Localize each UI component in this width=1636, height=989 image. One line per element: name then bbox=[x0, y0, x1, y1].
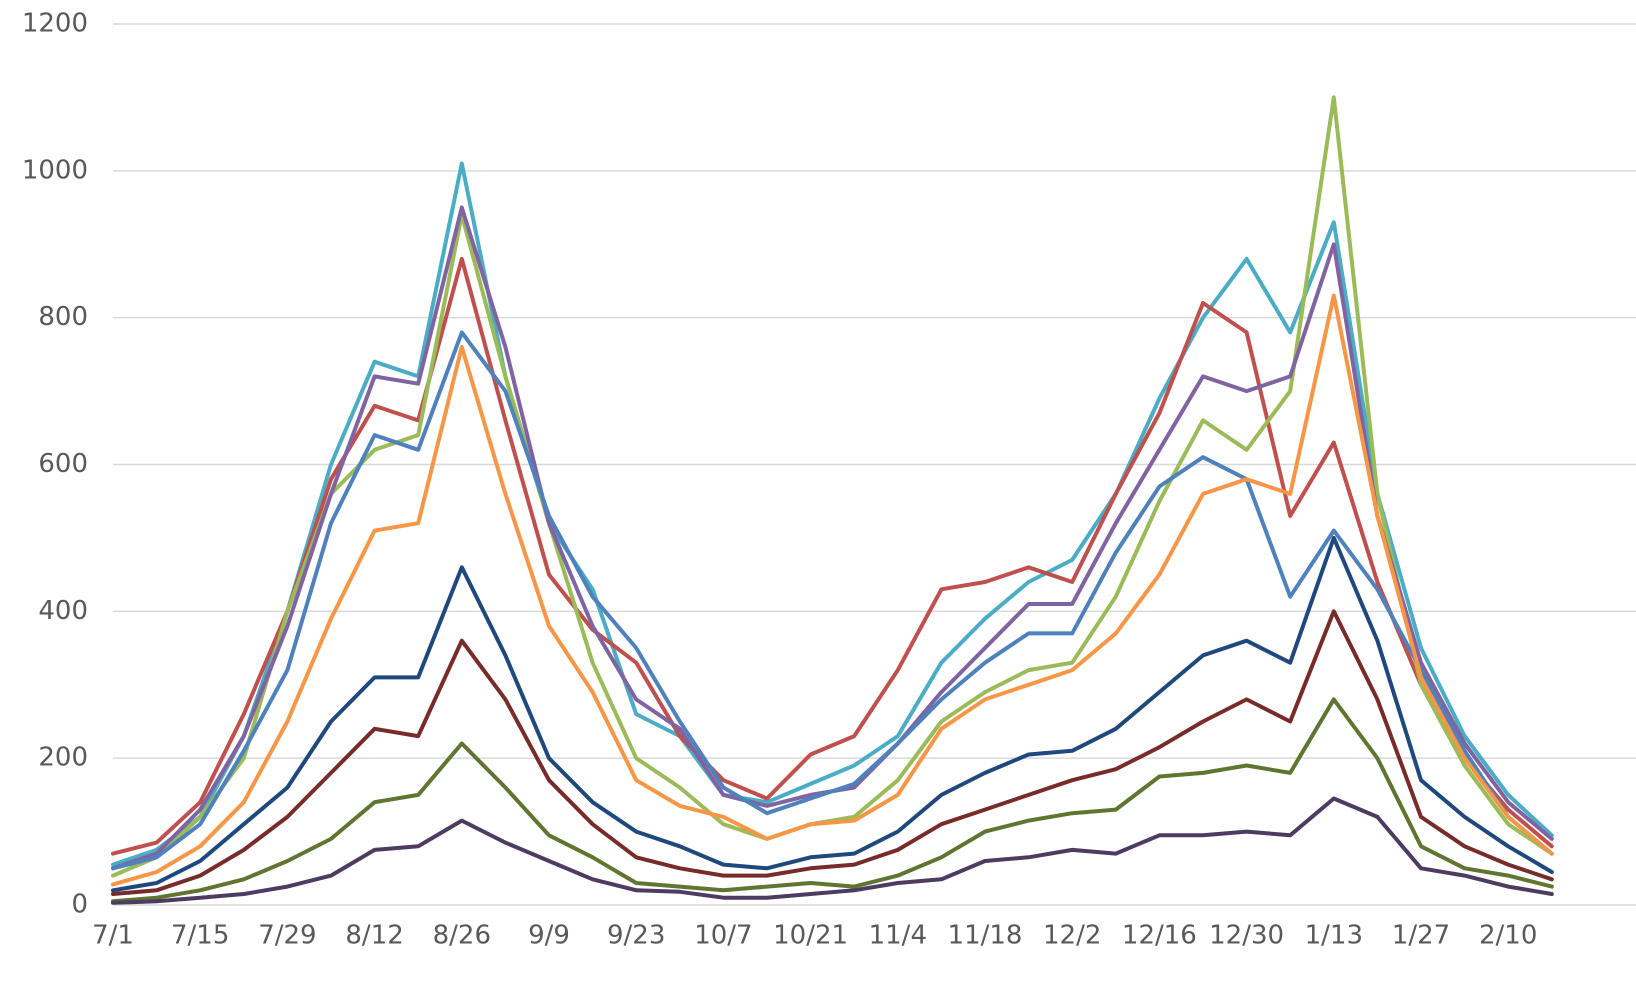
y-tick-label: 0 bbox=[71, 890, 88, 920]
y-tick-label: 600 bbox=[38, 449, 88, 479]
x-tick-label: 12/2 bbox=[1043, 921, 1101, 951]
y-tick-label: 1000 bbox=[22, 155, 88, 185]
x-tick-label: 10/7 bbox=[694, 921, 752, 951]
x-tick-label: 12/30 bbox=[1209, 921, 1284, 951]
x-tick-label: 8/26 bbox=[433, 921, 491, 951]
series-line bbox=[111, 609, 1554, 896]
x-tick-label: 2/10 bbox=[1479, 921, 1537, 951]
x-tick-label: 11/18 bbox=[948, 921, 1023, 951]
x-tick-label: 9/23 bbox=[607, 921, 665, 951]
x-tick-label: 8/12 bbox=[345, 921, 403, 951]
series-line bbox=[111, 796, 1554, 905]
x-tick-label: 11/4 bbox=[869, 921, 927, 951]
series-line bbox=[111, 293, 1554, 887]
series-line bbox=[111, 161, 1554, 867]
x-tick-label: 1/13 bbox=[1305, 921, 1363, 951]
series-line bbox=[111, 535, 1554, 893]
x-tick-label: 1/27 bbox=[1392, 921, 1450, 951]
x-tick-label: 7/1 bbox=[92, 921, 134, 951]
x-tick-label: 10/21 bbox=[773, 921, 848, 951]
x-tick-label: 7/29 bbox=[258, 921, 316, 951]
series-line bbox=[111, 256, 1554, 856]
y-tick-label: 800 bbox=[38, 302, 88, 332]
x-tick-label: 7/15 bbox=[171, 921, 229, 951]
y-tick-label: 1200 bbox=[22, 9, 88, 39]
series-line bbox=[111, 697, 1554, 904]
y-tick-label: 400 bbox=[38, 596, 88, 626]
y-tick-label: 200 bbox=[38, 743, 88, 773]
series-line bbox=[111, 330, 1554, 871]
x-tick-label: 9/9 bbox=[528, 921, 570, 951]
x-tick-label: 12/16 bbox=[1122, 921, 1197, 951]
